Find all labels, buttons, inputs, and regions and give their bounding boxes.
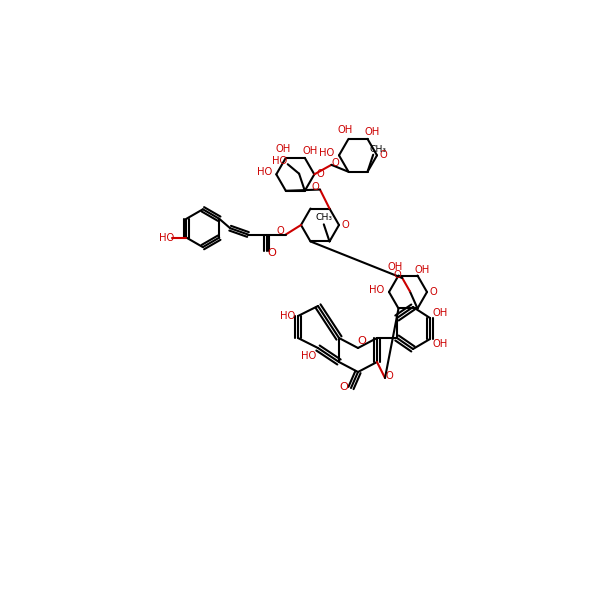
Text: O: O: [268, 248, 277, 258]
Text: O: O: [379, 151, 387, 160]
Text: O: O: [358, 336, 367, 346]
Text: O: O: [341, 220, 349, 230]
Text: OH: OH: [275, 144, 290, 154]
Text: OH: OH: [433, 339, 448, 349]
Text: HO: HO: [257, 167, 272, 178]
Text: OH: OH: [388, 262, 403, 272]
Text: O: O: [385, 371, 393, 381]
Text: OH: OH: [433, 308, 448, 318]
Text: HO: HO: [159, 233, 175, 242]
Text: O: O: [332, 158, 339, 168]
Text: O: O: [394, 270, 401, 280]
Text: O: O: [316, 169, 324, 179]
Text: HO: HO: [370, 285, 385, 295]
Text: OH: OH: [365, 127, 380, 137]
Text: HO: HO: [301, 351, 317, 361]
Text: O: O: [429, 287, 437, 297]
Text: OH: OH: [415, 265, 430, 275]
Text: HO: HO: [319, 148, 335, 158]
Text: O: O: [340, 382, 349, 392]
Text: O: O: [277, 226, 284, 236]
Text: HO: HO: [272, 156, 287, 166]
Text: HO: HO: [280, 311, 296, 321]
Text: CH₃: CH₃: [370, 145, 387, 154]
Text: CH₃: CH₃: [316, 213, 332, 222]
Text: OH: OH: [338, 125, 353, 135]
Text: OH: OH: [302, 146, 317, 156]
Text: O: O: [311, 182, 319, 191]
